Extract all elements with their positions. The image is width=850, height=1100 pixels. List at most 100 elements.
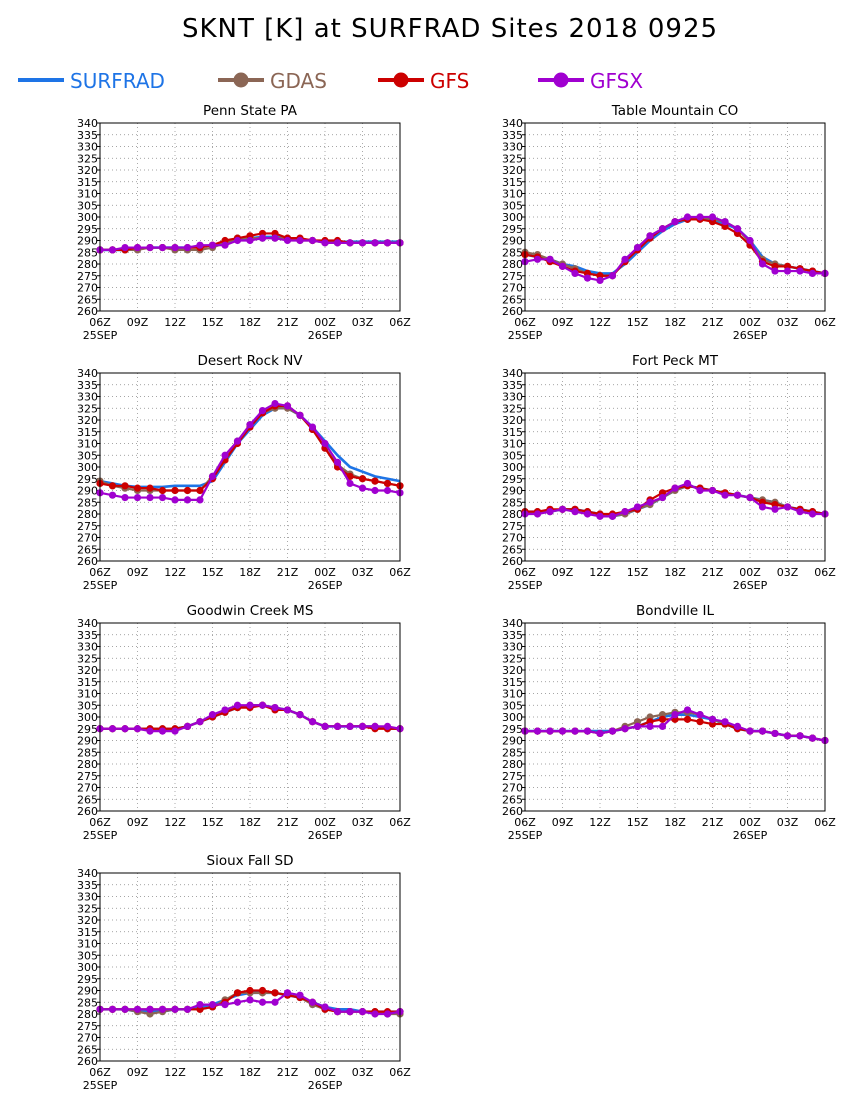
y-tick-label: 260 <box>502 305 523 318</box>
data-point-gfsx <box>808 510 817 518</box>
x-tick-label: 03Z <box>777 566 799 579</box>
data-point-gfsx <box>721 218 729 226</box>
y-tick-label: 285 <box>502 746 523 759</box>
x-tick-label: 15Z <box>202 316 224 329</box>
x-tick-label: 09Z <box>127 316 149 329</box>
data-point-gfsx <box>533 510 542 518</box>
data-point-gfsx <box>796 267 804 275</box>
data-point-gfsx <box>783 732 792 740</box>
data-point-gfs <box>258 986 267 995</box>
data-point-gfsx <box>683 479 692 488</box>
data-point-gfsx <box>383 1010 392 1018</box>
data-point-gfsx <box>283 402 292 410</box>
data-point-gfsx <box>733 225 742 233</box>
y-tick-label: 270 <box>77 282 98 295</box>
y-tick-label: 290 <box>77 485 98 498</box>
plot-frame <box>99 122 401 312</box>
data-point-gfsx <box>246 996 254 1004</box>
y-tick-label: 270 <box>77 782 98 795</box>
data-point-gfsx <box>258 998 267 1006</box>
data-point-gfsx <box>608 727 617 735</box>
date-label: 25SEP <box>83 329 118 342</box>
x-tick-label: 00Z <box>739 316 761 329</box>
series-line-gfsx <box>524 215 825 282</box>
x-tick-label: 06Z <box>89 566 111 579</box>
y-tick-label: 320 <box>502 664 523 677</box>
data-point-gfsx <box>558 505 567 513</box>
date-label: 26SEP <box>733 829 768 842</box>
data-point-gfsx <box>733 722 742 731</box>
data-point-gfs <box>346 472 354 480</box>
data-point-gfsx <box>333 1008 342 1016</box>
data-point-gfsx <box>358 722 367 731</box>
y-tick-label: 340 <box>502 367 523 380</box>
data-point-gfsx <box>308 236 317 245</box>
data-point-gfsx <box>608 512 617 520</box>
y-tick-label: 275 <box>77 770 98 783</box>
data-point-gfsx <box>558 727 567 735</box>
y-tick-label: 285 <box>502 496 523 509</box>
legend-label: GFSX <box>590 69 643 93</box>
y-tick-label: 335 <box>77 129 98 142</box>
date-label: 26SEP <box>308 579 343 592</box>
plot-frame <box>524 122 826 312</box>
y-tick-label: 280 <box>77 758 98 771</box>
x-tick-label: 03Z <box>352 816 374 829</box>
data-point-gfsx <box>596 276 604 285</box>
data-point-gfs <box>658 715 667 723</box>
y-tick-label: 310 <box>502 688 523 701</box>
data-point-gfsx <box>371 239 379 247</box>
y-tick-label: 325 <box>502 402 523 415</box>
data-point-gfsx <box>133 1005 142 1013</box>
data-point-gfsx <box>658 493 667 502</box>
y-tick-label: 315 <box>77 676 98 689</box>
chart-panel: Goodwin Creek MS 260265270275280285290295… <box>77 603 411 842</box>
y-tick-label: 290 <box>502 485 523 498</box>
y-tick-label: 290 <box>502 235 523 248</box>
y-tick-label: 315 <box>77 426 98 439</box>
y-tick-label: 305 <box>77 199 98 212</box>
y-tick-label: 305 <box>502 199 523 212</box>
y-tick-label: 305 <box>77 449 98 462</box>
data-point-gfsx <box>333 722 342 731</box>
x-tick-label: 18Z <box>664 816 686 829</box>
x-tick-label: 21Z <box>277 316 299 329</box>
data-point-gfsx <box>208 241 217 249</box>
data-point-gfsx <box>596 512 604 520</box>
data-point-gfs <box>171 486 179 495</box>
y-tick-label: 300 <box>502 211 523 224</box>
x-tick-label: 12Z <box>164 566 186 579</box>
y-tick-label: 275 <box>502 520 523 533</box>
x-tick-label: 12Z <box>589 816 611 829</box>
data-point-gfsx <box>696 213 704 221</box>
y-tick-label: 300 <box>77 461 98 474</box>
x-tick-label: 12Z <box>164 1066 186 1079</box>
data-point-gfs <box>358 475 367 483</box>
data-point-gfsx <box>296 236 304 245</box>
y-tick-label: 280 <box>502 258 523 271</box>
chart-panel: Desert Rock NV26026527027528028529029530… <box>77 353 411 592</box>
data-point-gfsx <box>208 711 217 719</box>
y-tick-label: 265 <box>77 1043 98 1056</box>
x-tick-label: 03Z <box>352 1066 374 1079</box>
data-point-gfs <box>696 718 704 726</box>
x-tick-label: 15Z <box>627 566 649 579</box>
y-tick-label: 340 <box>77 117 98 130</box>
data-point-gfsx <box>746 493 754 502</box>
data-point-gfsx <box>646 498 654 506</box>
data-point-gfsx <box>371 486 379 495</box>
data-point-gfsx <box>208 472 217 480</box>
x-tick-label: 18Z <box>664 566 686 579</box>
data-point-gfsx <box>246 701 254 709</box>
data-point-gfsx <box>683 213 692 221</box>
y-tick-label: 285 <box>502 246 523 259</box>
data-point-gfsx <box>346 239 354 247</box>
data-point-gfsx <box>321 239 329 247</box>
x-tick-label: 06Z <box>814 816 836 829</box>
y-tick-label: 270 <box>502 532 523 545</box>
y-tick-label: 320 <box>77 164 98 177</box>
data-point-gfsx <box>358 239 367 247</box>
y-tick-label: 310 <box>77 438 98 451</box>
y-tick-label: 260 <box>502 555 523 568</box>
